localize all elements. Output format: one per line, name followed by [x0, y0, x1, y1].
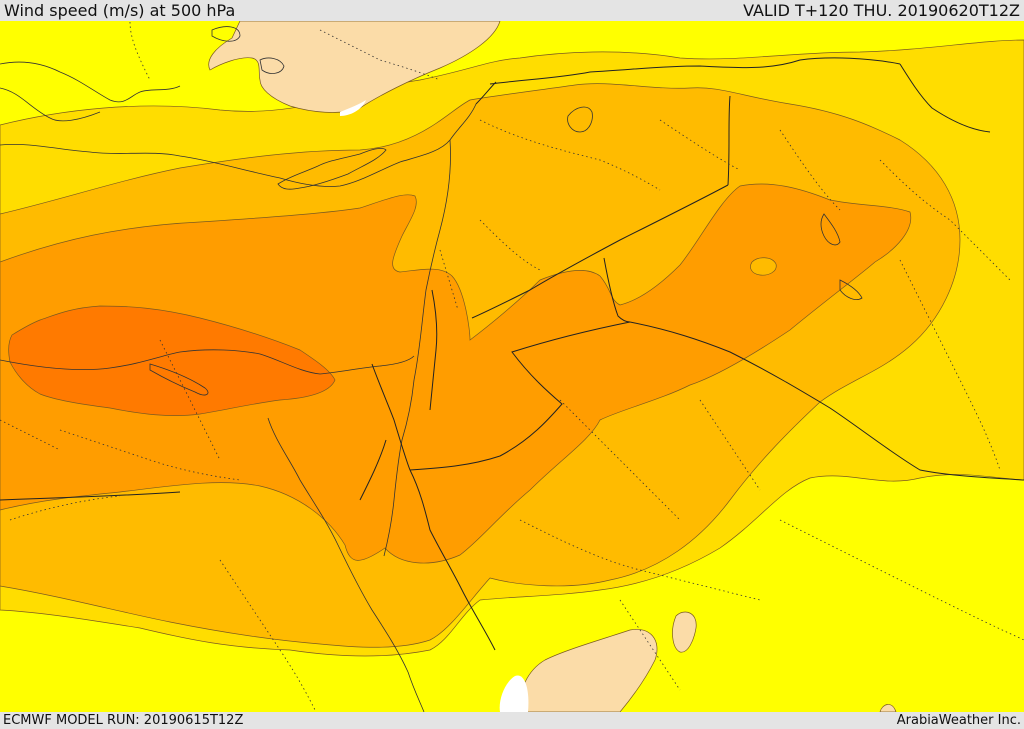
- calm-region-balkans: [208, 21, 501, 113]
- coastlines: [0, 26, 863, 712]
- national-borders: [0, 57, 1024, 651]
- calm-region-red-sea: [519, 628, 658, 712]
- province-borders: [0, 21, 1024, 712]
- sea-gap-south: [499, 675, 529, 712]
- map-title: Wind speed (m/s) at 500 hPa: [4, 1, 236, 20]
- wind-speed-map: [0, 21, 1024, 712]
- sea-gap-north: [340, 100, 366, 116]
- wind-cell-small: [750, 257, 777, 276]
- footer-bar: ECMWF MODEL RUN: 20190615T12Z ArabiaWeat…: [0, 712, 1024, 729]
- valid-time: VALID T+120 THU. 20190620T12Z: [743, 1, 1020, 20]
- header-bar: Wind speed (m/s) at 500 hPa VALID T+120 …: [0, 0, 1024, 21]
- wind-band-strong: [0, 183, 912, 564]
- provider-label: ArabiaWeather Inc.: [896, 713, 1021, 728]
- wind-band-stronger: [8, 305, 336, 416]
- model-run-label: ECMWF MODEL RUN: 20190615T12Z: [3, 713, 244, 728]
- calm-region-corner: [879, 704, 897, 712]
- calm-region-patch: [672, 611, 697, 653]
